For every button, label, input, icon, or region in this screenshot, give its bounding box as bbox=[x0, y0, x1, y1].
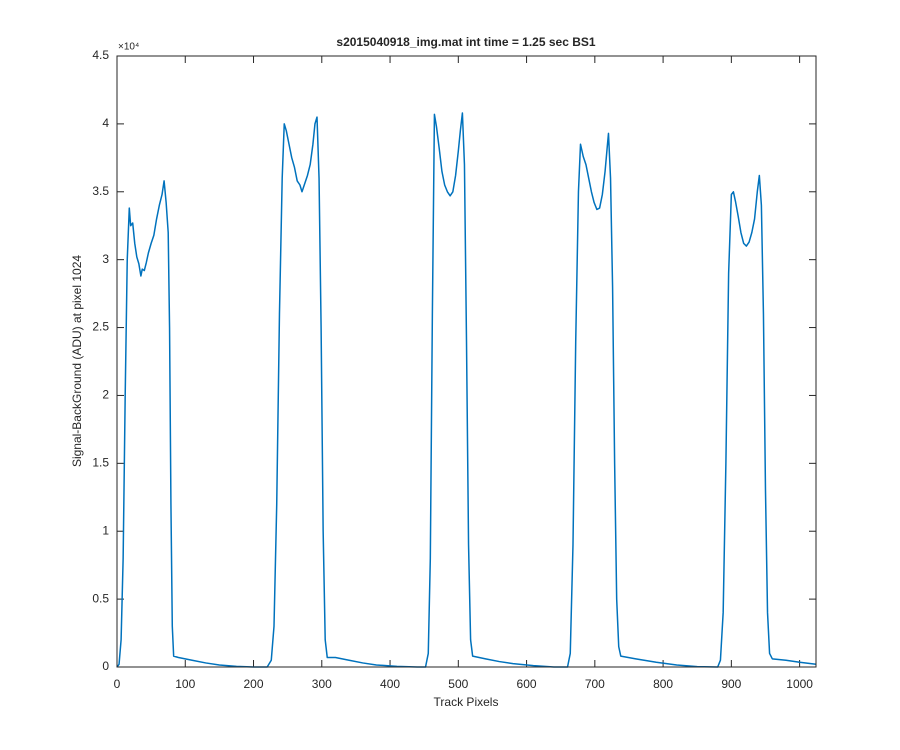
y-tick-label: 0 bbox=[102, 659, 109, 673]
y-tick-label: 4 bbox=[102, 116, 109, 130]
y-axis-label: Signal-BackGround (ADU) at pixel 1024 bbox=[70, 255, 84, 467]
y-tick-label: 3 bbox=[102, 252, 109, 266]
x-tick-label: 0 bbox=[114, 677, 121, 691]
data-line bbox=[116, 112, 817, 668]
x-tick-label: 400 bbox=[380, 677, 400, 691]
x-tick-label: 1000 bbox=[786, 677, 813, 691]
x-tick-label: 300 bbox=[312, 677, 332, 691]
y-tick-label: 2.5 bbox=[92, 320, 109, 334]
x-tick-label: 700 bbox=[585, 677, 605, 691]
y-tick-label: 1.5 bbox=[92, 456, 109, 470]
x-tick-label: 100 bbox=[175, 677, 195, 691]
x-tick-label: 900 bbox=[721, 677, 741, 691]
x-tick-label: 800 bbox=[653, 677, 673, 691]
chart-title: s2015040918_img.mat int time = 1.25 sec … bbox=[336, 35, 595, 49]
y-tick-label: 1 bbox=[102, 523, 109, 537]
y-multiplier: ×10⁴ bbox=[118, 42, 139, 53]
x-tick-label: 500 bbox=[448, 677, 468, 691]
axes-box bbox=[116, 55, 817, 668]
x-tick-label: 600 bbox=[517, 677, 537, 691]
x-axis-label: Track Pixels bbox=[434, 695, 499, 709]
x-tick-label: 200 bbox=[244, 677, 264, 691]
y-tick-label: 0.5 bbox=[92, 591, 109, 605]
y-tick-label: 4.5 bbox=[92, 48, 109, 62]
y-tick-label: 2 bbox=[102, 388, 109, 402]
y-tick-label: 3.5 bbox=[92, 184, 109, 198]
